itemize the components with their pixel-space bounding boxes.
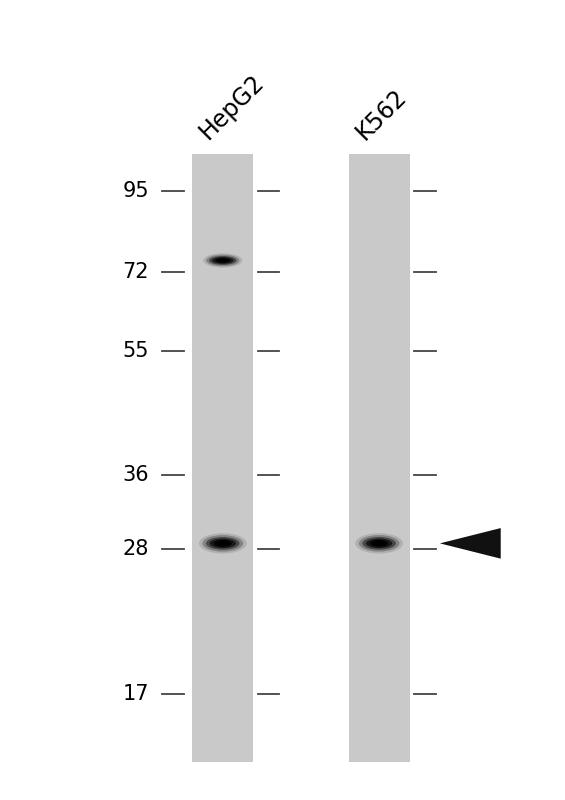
Text: 95: 95 [123, 182, 149, 202]
Ellipse shape [206, 537, 240, 550]
Ellipse shape [219, 259, 227, 262]
Ellipse shape [206, 254, 240, 266]
Ellipse shape [203, 254, 242, 267]
Ellipse shape [199, 533, 247, 554]
Polygon shape [440, 528, 501, 558]
Ellipse shape [214, 540, 232, 547]
Text: HepG2: HepG2 [194, 70, 268, 144]
Ellipse shape [215, 258, 230, 263]
Bar [349, 154, 410, 762]
Ellipse shape [370, 540, 388, 547]
Ellipse shape [210, 538, 236, 548]
Text: 17: 17 [123, 685, 149, 705]
Ellipse shape [366, 538, 392, 548]
Ellipse shape [202, 535, 243, 552]
Text: 55: 55 [123, 341, 149, 361]
Bar [193, 154, 253, 762]
Ellipse shape [362, 537, 396, 550]
Ellipse shape [359, 535, 399, 552]
Text: 36: 36 [123, 465, 149, 485]
Text: K562: K562 [351, 84, 411, 144]
Ellipse shape [212, 257, 233, 264]
Ellipse shape [209, 256, 237, 265]
Ellipse shape [355, 533, 403, 554]
Text: 72: 72 [123, 262, 149, 282]
Ellipse shape [218, 541, 228, 546]
Text: 28: 28 [123, 538, 149, 558]
Ellipse shape [374, 541, 384, 546]
